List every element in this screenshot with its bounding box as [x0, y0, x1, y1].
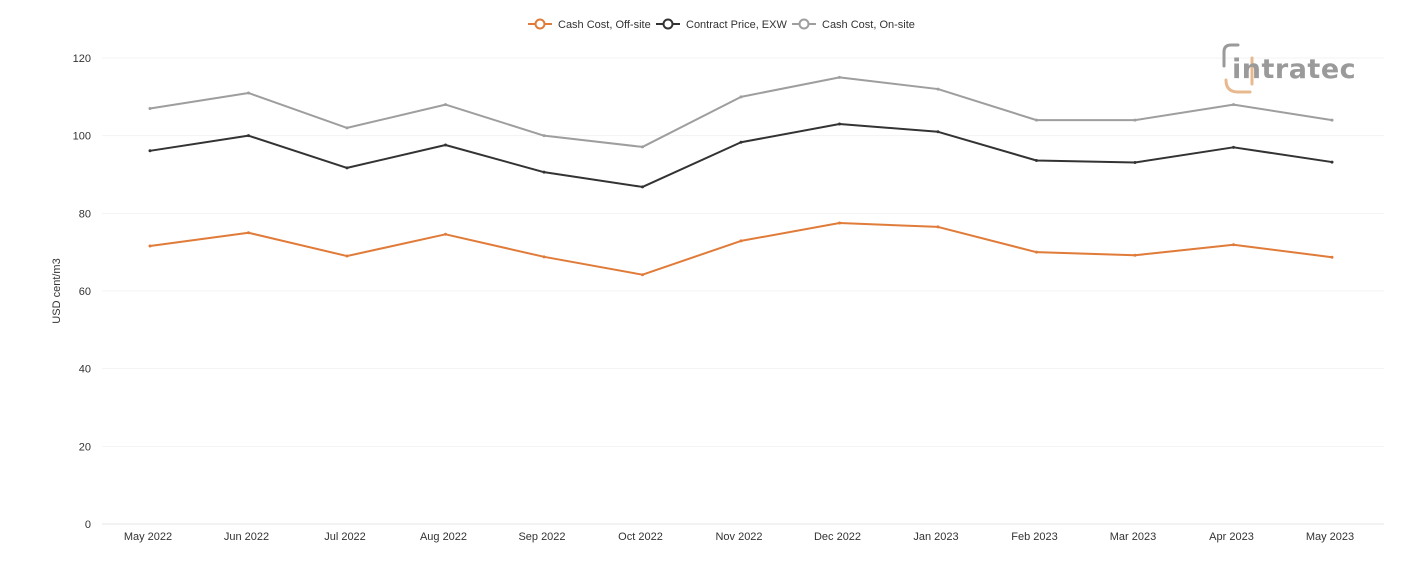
- legend-item-0[interactable]: Cash Cost, Off-site: [528, 18, 651, 31]
- legend-marker-icon: [798, 18, 810, 30]
- data-point: [444, 143, 447, 147]
- gridlines: [102, 57, 1384, 525]
- data-point: [1330, 160, 1334, 164]
- data-point: [1035, 250, 1038, 254]
- data-point: [1035, 159, 1038, 163]
- data-point: [148, 244, 152, 248]
- data-point: [247, 134, 250, 138]
- legend-marker-icon: [662, 18, 674, 30]
- data-point: [838, 122, 841, 126]
- x-tick-label: May 2023: [1306, 531, 1354, 543]
- logo-mark-icon: [1222, 43, 1254, 94]
- legend-marker-icon: [534, 18, 546, 30]
- data-point: [739, 239, 743, 243]
- data-point: [936, 225, 940, 229]
- y-tick-label: 0: [85, 519, 91, 531]
- data-point: [247, 91, 250, 95]
- x-tick-label: Feb 2023: [1011, 531, 1057, 543]
- y-tick-label: 40: [79, 364, 91, 376]
- series-line-0: [149, 222, 1333, 276]
- series-line-1: [149, 123, 1333, 188]
- y-tick-label: 60: [79, 286, 91, 298]
- x-tick-label: Dec 2022: [814, 531, 861, 543]
- data-point: [345, 254, 349, 258]
- data-point: [838, 75, 841, 79]
- data-point: [542, 255, 546, 259]
- data-point: [1133, 118, 1137, 122]
- data-point: [739, 140, 743, 144]
- x-tick-label: Sep 2022: [518, 531, 565, 543]
- y-tick-label: 120: [73, 53, 91, 65]
- x-axis: May 2022 Jun 2022 Jul 2022 Aug 2022 Sep 2022…: [124, 531, 1354, 543]
- x-tick-label: Jun 2022: [224, 531, 269, 543]
- data-point: [1232, 103, 1235, 107]
- data-point: [641, 185, 644, 189]
- legend[interactable]: Cash Cost, Off-site Contract Price, EXW Ca…: [528, 18, 915, 31]
- legend-label: Cash Cost, On-site: [822, 19, 915, 31]
- y-tick-label: 80: [79, 208, 91, 220]
- y-axis-title: USD cent/m3: [51, 258, 63, 323]
- data-point: [247, 231, 250, 235]
- data-point: [444, 103, 447, 107]
- x-tick-label: Aug 2022: [420, 531, 467, 543]
- series-line-2: [149, 76, 1333, 148]
- y-axis: 0 20 40 60 80 100 120: [73, 53, 91, 531]
- data-point: [1035, 118, 1038, 122]
- x-tick-label: May 2022: [124, 531, 172, 543]
- x-tick-label: Oct 2022: [618, 531, 663, 543]
- data-point: [641, 273, 644, 277]
- legend-label: Cash Cost, Off-site: [558, 19, 651, 31]
- data-point: [148, 106, 152, 110]
- data-point: [1330, 255, 1334, 259]
- data-point: [838, 221, 841, 225]
- data-point: [1330, 118, 1334, 122]
- data-point: [1133, 160, 1137, 164]
- data-point: [739, 95, 743, 99]
- x-tick-label: Jan 2023: [913, 531, 958, 543]
- data-point: [345, 166, 349, 170]
- series-lines: [148, 75, 1334, 277]
- data-point: [1133, 253, 1137, 257]
- data-point: [444, 232, 447, 236]
- logo-wordmark: intratec: [1232, 54, 1356, 85]
- y-tick-label: 20: [79, 441, 91, 453]
- x-tick-label: Apr 2023: [1209, 531, 1254, 543]
- data-point: [1232, 145, 1235, 149]
- data-point: [148, 149, 152, 153]
- data-point: [641, 145, 644, 149]
- data-point: [345, 126, 349, 130]
- data-point: [542, 170, 546, 174]
- legend-label: Contract Price, EXW: [686, 19, 787, 31]
- legend-item-2[interactable]: Cash Cost, On-site: [792, 18, 915, 31]
- intratec-logo: intratec: [1222, 43, 1356, 94]
- data-point: [1232, 243, 1235, 247]
- data-point: [936, 87, 940, 91]
- x-tick-label: Jul 2022: [324, 531, 366, 543]
- x-tick-label: Mar 2023: [1110, 531, 1156, 543]
- y-tick-label: 100: [73, 131, 91, 143]
- data-point: [542, 134, 546, 138]
- data-point: [936, 130, 940, 134]
- legend-item-1[interactable]: Contract Price, EXW: [656, 18, 787, 31]
- x-tick-label: Nov 2022: [715, 531, 762, 543]
